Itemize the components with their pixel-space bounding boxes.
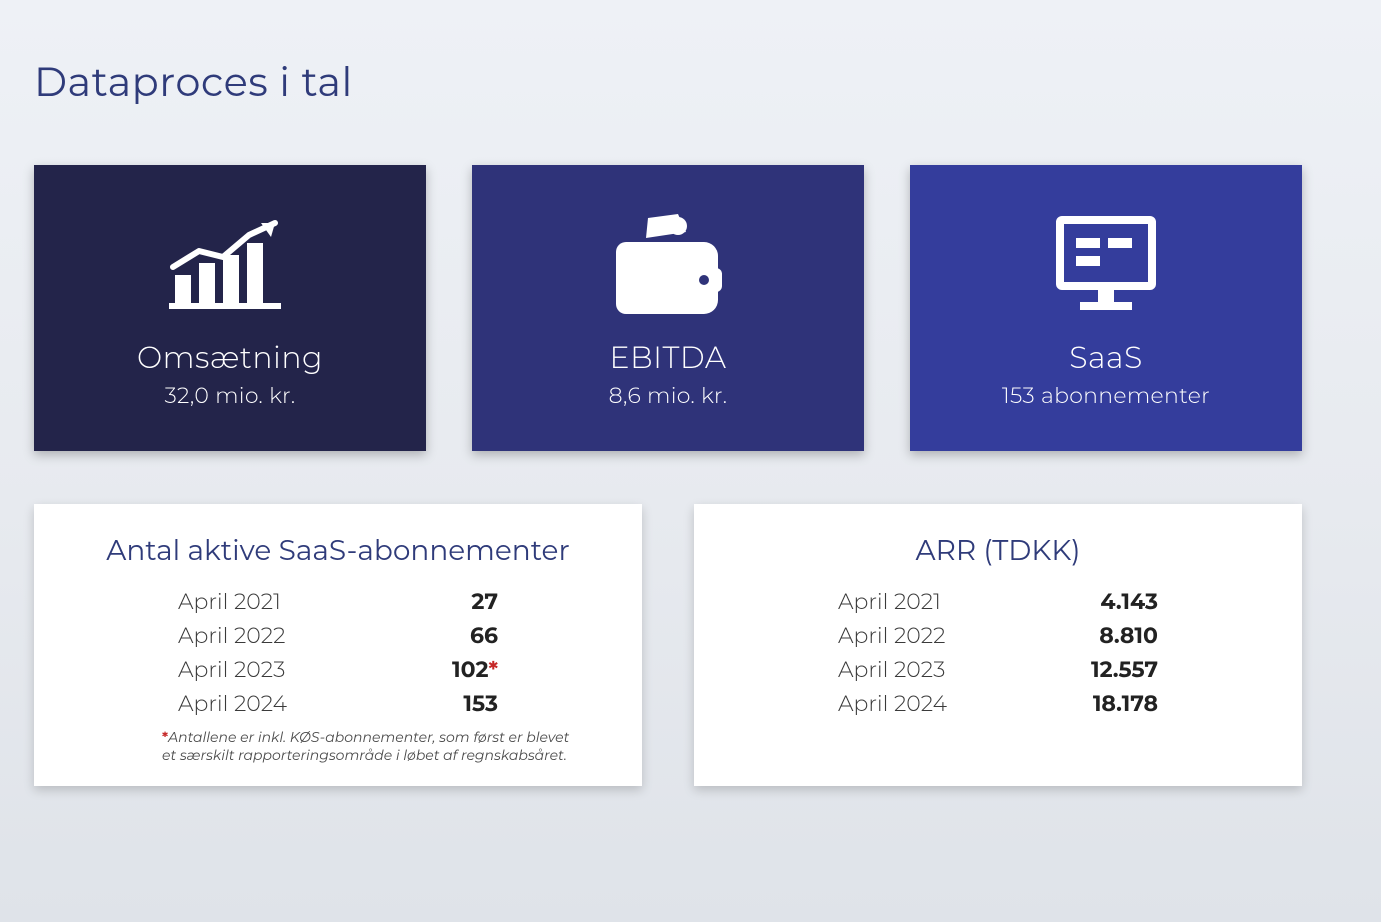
table-row: April 2021 27 <box>178 586 498 618</box>
computer-monitor-icon <box>1046 207 1166 327</box>
row-period: April 2024 <box>178 688 287 720</box>
row-period: April 2024 <box>838 688 947 720</box>
row-period: April 2023 <box>838 654 945 686</box>
page-title: Dataproces i tal <box>34 58 353 107</box>
footnote-text: Antallene er inkl. KØS-abonnementer, som… <box>162 728 569 764</box>
row-value: 12.557 <box>1091 654 1158 686</box>
row-period: April 2022 <box>178 620 286 652</box>
row-value: 18.178 <box>1093 688 1158 720</box>
table-subs-title: Antal aktive SaaS-abonnementer <box>74 534 602 568</box>
table-card-arr: ARR (TDKK) April 2021 4.143 April 2022 8.81… <box>694 504 1302 786</box>
row-value: 102* <box>452 654 498 686</box>
table-arr-body: April 20214.143April 20228.810April 2023… <box>734 586 1262 720</box>
kpi-card-saas: SaaS 153 abonnementer <box>910 165 1302 451</box>
row-period: April 2021 <box>838 586 941 618</box>
row-period: April 2023 <box>178 654 285 686</box>
table-row: April 2021 4.143 <box>838 586 1158 618</box>
row-period: April 2021 <box>178 586 281 618</box>
kpi-row: Omsætning 32,0 mio. kr. EBITDA 8,6 mio. … <box>34 165 1302 451</box>
table-row: April 2023 102* <box>178 654 498 686</box>
table-row: April 2024 153 <box>178 688 498 720</box>
kpi-revenue-label: Omsætning <box>137 339 323 376</box>
table-row: April 2022 66 <box>178 620 498 652</box>
row-value: 4.143 <box>1100 586 1158 618</box>
row-value: 27 <box>471 586 498 618</box>
table-arr-title: ARR (TDKK) <box>734 534 1262 568</box>
kpi-saas-value: 153 abonnementer <box>1002 382 1210 409</box>
wallet-button <box>699 275 709 285</box>
chart-growth-icon <box>165 207 295 327</box>
row-value: 153 <box>463 688 498 720</box>
kpi-ebitda-label: EBITDA <box>610 339 727 376</box>
kpi-saas-label: SaaS <box>1069 339 1143 376</box>
kpi-revenue-value: 32,0 mio. kr. <box>165 382 296 409</box>
row-period: April 2022 <box>838 620 946 652</box>
asterisk-icon: * <box>488 656 498 683</box>
table-row: April 2024 18.178 <box>838 688 1158 720</box>
kpi-ebitda-value: 8,6 mio. kr. <box>609 382 728 409</box>
tables-row: Antal aktive SaaS-abonnementer April 202… <box>34 504 1302 786</box>
table-subs-footnote: *Antallene er inkl. KØS-abonnementer, so… <box>162 728 582 764</box>
table-row: April 2022 8.810 <box>838 620 1158 652</box>
table-row: April 2023 12.557 <box>838 654 1158 686</box>
row-value: 66 <box>470 620 498 652</box>
kpi-card-revenue: Omsætning 32,0 mio. kr. <box>34 165 426 451</box>
table-card-subs: Antal aktive SaaS-abonnementer April 202… <box>34 504 642 786</box>
wallet-icon <box>608 207 728 327</box>
row-value: 8.810 <box>1099 620 1158 652</box>
table-subs-body: April 202127April 202266April 2023102*Ap… <box>74 586 602 720</box>
kpi-card-ebitda: EBITDA 8,6 mio. kr. <box>472 165 864 451</box>
